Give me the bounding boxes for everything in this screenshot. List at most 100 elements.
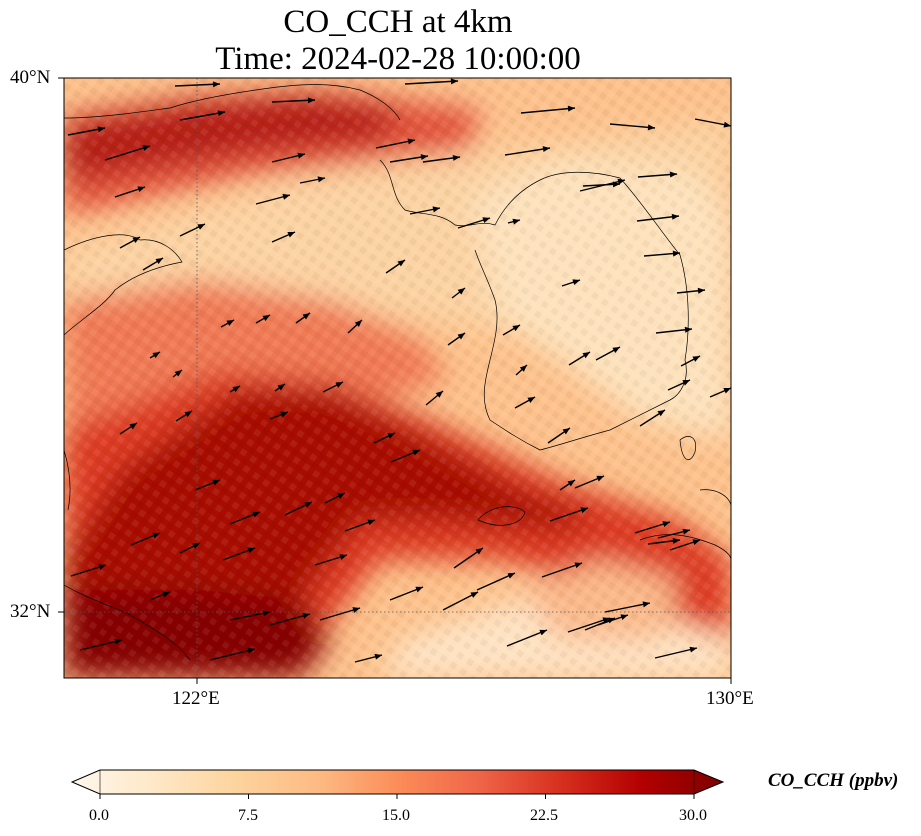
- coastlines: [64, 84, 731, 661]
- wind-arrow: [568, 351, 591, 366]
- wind-arrow: [269, 411, 289, 420]
- wind-arrow: [347, 319, 363, 334]
- wind-arrow: [502, 324, 521, 336]
- wind-arrow: [314, 554, 348, 566]
- map-ticks: [58, 77, 732, 684]
- colorbar-tick-label: 30.0: [679, 807, 707, 824]
- wind-arrow: [667, 379, 691, 391]
- wind-arrow: [504, 146, 551, 156]
- wind-arrow: [654, 646, 698, 659]
- wind-arrow: [194, 479, 221, 491]
- lon-label-122e: 122°E: [172, 688, 220, 709]
- wind-arrow: [657, 528, 691, 539]
- wind-arrow: [385, 259, 406, 274]
- wind-arrow: [271, 231, 296, 243]
- wind-arrow: [637, 171, 678, 178]
- wind-arrow: [175, 410, 193, 422]
- wind-arrow: [114, 186, 146, 198]
- wind-arrow: [520, 105, 576, 114]
- wind-arrow: [322, 381, 344, 393]
- wind-arrow: [344, 519, 376, 532]
- map-time-title: Time: 2024-02-28 10:00:00: [215, 41, 581, 77]
- wind-arrow: [643, 250, 681, 257]
- wind-arrow: [130, 532, 161, 546]
- colorbar-tick-label: 15.0: [382, 807, 410, 824]
- field-pixelation: [64, 78, 731, 678]
- wind-arrow: [70, 564, 107, 577]
- wind-arrow: [295, 312, 311, 324]
- wind-arrow: [174, 81, 221, 88]
- wind-arrow: [269, 612, 311, 626]
- wind-arrow: [319, 607, 361, 621]
- wind-arrow: [255, 193, 291, 205]
- wind-arrow: [229, 511, 261, 525]
- coastline-bohai-north: [64, 84, 401, 121]
- wind-arrow: [104, 145, 151, 161]
- wind-arrow: [179, 542, 201, 554]
- wind-arrow: [229, 385, 241, 393]
- wind-arrow: [389, 154, 429, 163]
- coastline-kyushu: [699, 489, 731, 506]
- wind-arrow: [271, 152, 306, 163]
- wind-arrow: [179, 223, 206, 237]
- wind-arrow: [636, 213, 680, 222]
- wind-arrow: [595, 346, 621, 361]
- coastline-shandong: [64, 234, 183, 336]
- wind-arrow: [389, 586, 424, 601]
- colorbar-tick-label: 22.5: [530, 807, 558, 824]
- wind-arrow: [255, 314, 271, 324]
- wind-arrow: [274, 383, 286, 392]
- coastline-japan-south: [639, 534, 731, 561]
- map-title: CO_CCH at 4km: [283, 4, 513, 40]
- wind-arrow: [422, 154, 461, 163]
- wind-arrow: [149, 591, 171, 601]
- wind-arrow: [425, 390, 444, 406]
- wind-arrow: [609, 123, 656, 131]
- wind-arrow: [404, 78, 459, 85]
- wind-arrow: [229, 610, 271, 621]
- wind-arrow: [639, 409, 666, 427]
- lon-label-130e: 130°E: [706, 688, 754, 709]
- concentration-field: [64, 78, 731, 678]
- wind-arrow: [222, 547, 256, 561]
- wind-arrow: [634, 521, 671, 534]
- coastline-korea: [379, 159, 689, 451]
- wind-arrow: [149, 351, 161, 359]
- wind-arrow: [655, 326, 693, 334]
- coastline-jeju: [477, 506, 526, 526]
- colorbar: [70, 769, 725, 799]
- wind-arrow: [299, 176, 326, 184]
- wind-arrow: [447, 332, 466, 346]
- wind-arrow: [515, 364, 528, 376]
- wind-arrow: [567, 617, 611, 633]
- wind-arrow: [271, 97, 316, 104]
- wind-arrow: [284, 501, 313, 516]
- wind-arrow: [142, 257, 164, 271]
- wind-arrow: [676, 287, 706, 294]
- wind-arrow: [453, 547, 484, 569]
- wind-arrow: [506, 629, 548, 647]
- wind-arrow: [604, 601, 651, 613]
- wind-arrow: [119, 422, 138, 435]
- wind-arrow: [647, 537, 681, 545]
- wind-arrow: [324, 492, 346, 504]
- wind-arrow: [354, 653, 383, 663]
- wind-arrow: [507, 218, 521, 225]
- wind-arrow: [561, 279, 581, 287]
- wind-arrow: [669, 539, 701, 551]
- wind-arrow: [582, 181, 621, 188]
- wind-arrow: [680, 355, 701, 367]
- wind-arrow: [457, 217, 491, 229]
- wind-arrow: [451, 287, 466, 299]
- wind-vectors: [67, 78, 731, 663]
- wind-arrow: [390, 449, 421, 463]
- wind-arrow: [220, 319, 235, 328]
- lat-label-40n: 40°N: [10, 67, 51, 88]
- colorbar-bar: [70, 769, 725, 795]
- wind-arrow: [476, 572, 516, 591]
- wind-arrow: [79, 638, 123, 651]
- colorbar-tick-label: 0.0: [89, 807, 109, 824]
- wind-arrow: [574, 475, 605, 489]
- wind-arrow: [119, 236, 141, 249]
